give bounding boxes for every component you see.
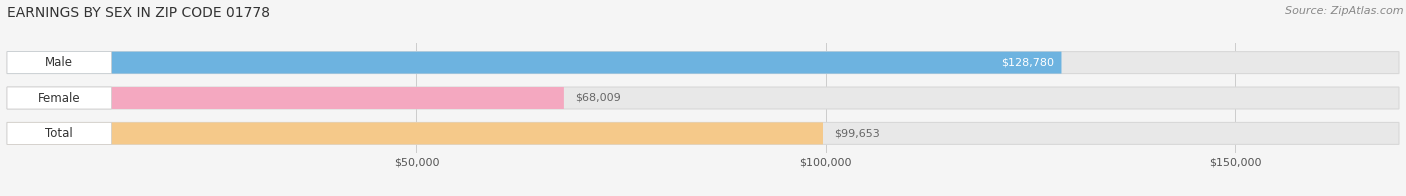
FancyBboxPatch shape [7, 122, 1399, 144]
FancyBboxPatch shape [7, 87, 111, 109]
Text: Source: ZipAtlas.com: Source: ZipAtlas.com [1285, 6, 1403, 16]
Text: EARNINGS BY SEX IN ZIP CODE 01778: EARNINGS BY SEX IN ZIP CODE 01778 [7, 6, 270, 20]
FancyBboxPatch shape [7, 87, 1399, 109]
FancyBboxPatch shape [7, 122, 823, 144]
Text: $99,653: $99,653 [834, 128, 880, 138]
Text: $128,780: $128,780 [1001, 58, 1054, 68]
Text: Total: Total [45, 127, 73, 140]
Text: Female: Female [38, 92, 80, 104]
Text: Male: Male [45, 56, 73, 69]
FancyBboxPatch shape [7, 52, 1062, 74]
FancyBboxPatch shape [7, 52, 1399, 74]
Text: $68,009: $68,009 [575, 93, 621, 103]
FancyBboxPatch shape [7, 122, 111, 144]
FancyBboxPatch shape [7, 52, 111, 74]
FancyBboxPatch shape [7, 87, 564, 109]
